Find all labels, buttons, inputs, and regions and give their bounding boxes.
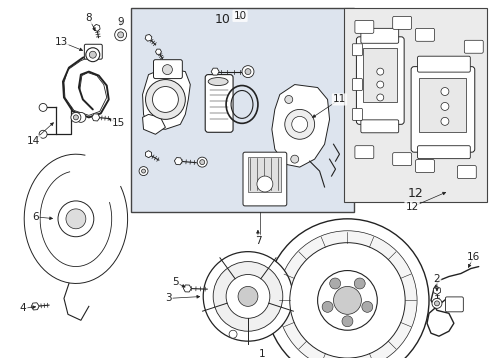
Bar (131, 8, 354, 212)
Circle shape (322, 301, 333, 312)
Bar (248, 157, 281, 192)
Circle shape (115, 29, 126, 41)
Polygon shape (272, 85, 330, 167)
Circle shape (441, 103, 449, 111)
Circle shape (278, 231, 417, 360)
Circle shape (66, 209, 86, 229)
Circle shape (213, 262, 283, 331)
Bar (344, 8, 487, 202)
FancyBboxPatch shape (243, 152, 287, 206)
Circle shape (245, 69, 251, 75)
Circle shape (432, 298, 442, 309)
Text: 12: 12 (406, 202, 419, 212)
Circle shape (435, 301, 440, 306)
Ellipse shape (208, 78, 228, 86)
Circle shape (142, 169, 146, 173)
Bar (419, 78, 466, 132)
FancyBboxPatch shape (416, 28, 435, 41)
Text: 9: 9 (117, 17, 124, 27)
FancyBboxPatch shape (352, 108, 363, 120)
FancyBboxPatch shape (356, 37, 404, 124)
Circle shape (163, 65, 172, 75)
FancyBboxPatch shape (361, 28, 399, 43)
FancyBboxPatch shape (352, 44, 363, 56)
Circle shape (377, 68, 384, 75)
Circle shape (377, 94, 384, 101)
FancyBboxPatch shape (153, 60, 182, 78)
Text: 15: 15 (112, 118, 125, 128)
Text: 6: 6 (32, 212, 38, 222)
Text: 8: 8 (86, 13, 92, 23)
Circle shape (226, 275, 270, 318)
FancyBboxPatch shape (361, 120, 399, 133)
Circle shape (291, 155, 299, 163)
Circle shape (290, 243, 405, 358)
Text: 10: 10 (233, 11, 246, 21)
FancyBboxPatch shape (417, 56, 470, 72)
FancyBboxPatch shape (392, 153, 412, 166)
FancyBboxPatch shape (465, 40, 483, 53)
FancyBboxPatch shape (355, 21, 374, 33)
Circle shape (238, 287, 258, 306)
Polygon shape (143, 114, 166, 134)
Circle shape (89, 51, 97, 58)
Circle shape (354, 278, 365, 289)
Text: 2: 2 (434, 274, 441, 284)
Circle shape (292, 116, 308, 132)
FancyBboxPatch shape (411, 67, 475, 152)
FancyBboxPatch shape (352, 78, 363, 90)
Circle shape (342, 316, 353, 327)
FancyBboxPatch shape (457, 166, 476, 179)
Text: 12: 12 (408, 188, 423, 201)
Circle shape (203, 252, 293, 341)
Circle shape (200, 159, 205, 165)
Text: 5: 5 (172, 278, 179, 288)
Circle shape (242, 66, 254, 78)
Circle shape (266, 219, 429, 360)
Circle shape (76, 112, 86, 122)
Circle shape (139, 167, 148, 176)
Circle shape (377, 81, 384, 88)
Circle shape (39, 130, 47, 138)
Circle shape (229, 330, 237, 338)
Text: 4: 4 (20, 303, 26, 313)
FancyBboxPatch shape (355, 146, 374, 159)
Text: 13: 13 (54, 37, 68, 47)
Circle shape (285, 95, 293, 103)
Circle shape (285, 109, 315, 139)
FancyBboxPatch shape (417, 146, 470, 159)
Circle shape (441, 87, 449, 95)
Circle shape (118, 32, 123, 38)
FancyBboxPatch shape (392, 17, 412, 30)
FancyBboxPatch shape (445, 297, 464, 312)
Text: 16: 16 (467, 252, 480, 262)
Circle shape (197, 157, 207, 167)
Circle shape (257, 176, 273, 192)
Text: 14: 14 (26, 136, 40, 146)
FancyBboxPatch shape (84, 44, 102, 59)
Text: 1: 1 (259, 349, 265, 359)
Circle shape (146, 80, 185, 120)
FancyBboxPatch shape (416, 159, 435, 172)
Circle shape (330, 278, 341, 289)
Text: 11: 11 (333, 94, 346, 104)
FancyBboxPatch shape (205, 75, 233, 132)
Circle shape (74, 115, 78, 120)
Circle shape (441, 117, 449, 125)
Polygon shape (143, 68, 190, 129)
Text: 3: 3 (165, 293, 172, 303)
Circle shape (362, 301, 373, 312)
Text: 10: 10 (215, 13, 231, 26)
Text: 7: 7 (255, 236, 261, 246)
Circle shape (39, 103, 47, 111)
Circle shape (58, 201, 94, 237)
Circle shape (152, 86, 178, 112)
Circle shape (71, 112, 81, 122)
Circle shape (86, 48, 100, 62)
Circle shape (318, 271, 377, 330)
Circle shape (334, 287, 362, 314)
Bar (364, 48, 397, 103)
